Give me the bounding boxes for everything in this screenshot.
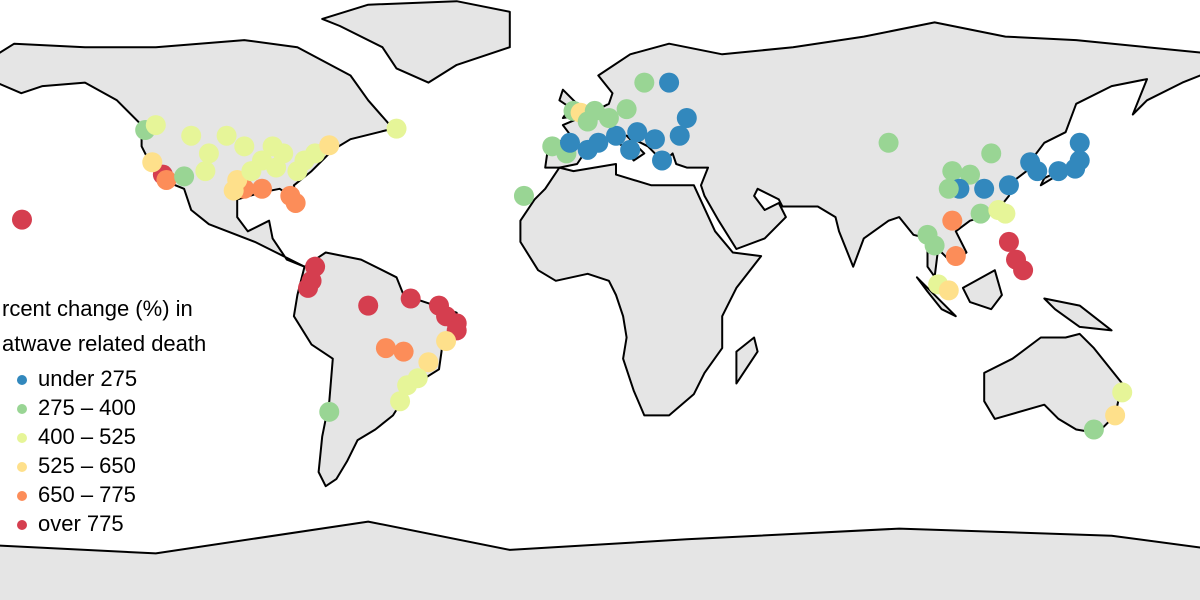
landmass <box>0 520 1200 600</box>
city-point <box>970 203 991 224</box>
city-point <box>577 111 598 132</box>
city-point <box>400 288 421 309</box>
landmass <box>519 163 763 417</box>
city-point <box>644 129 665 150</box>
legend-label: 400 – 525 <box>38 424 136 449</box>
points <box>11 72 1133 440</box>
legend-label: 275 – 400 <box>38 395 136 420</box>
city-point <box>1013 260 1034 281</box>
city-point <box>375 338 396 359</box>
city-point <box>397 375 418 396</box>
city-point <box>995 203 1016 224</box>
city-point <box>285 192 306 213</box>
city-point <box>652 150 673 171</box>
city-point <box>669 125 690 146</box>
landmass <box>321 0 511 84</box>
landmass <box>1043 297 1113 332</box>
city-point <box>252 178 272 199</box>
city-point <box>436 331 457 352</box>
city-point <box>1027 161 1048 182</box>
landmass <box>915 276 957 318</box>
city-point <box>659 72 680 93</box>
city-point <box>938 280 959 301</box>
city-point <box>938 178 959 199</box>
city-point <box>418 352 439 373</box>
legend-label: under 275 <box>38 366 137 391</box>
city-point <box>998 175 1019 196</box>
city-point <box>198 143 219 164</box>
city-point <box>1105 405 1126 426</box>
city-point <box>588 132 609 153</box>
city-point <box>960 164 980 185</box>
city-point <box>174 166 195 187</box>
city-point <box>998 231 1019 252</box>
city-point <box>393 341 414 362</box>
city-point <box>1069 150 1090 171</box>
legend-swatch <box>17 404 27 414</box>
city-point <box>942 161 963 182</box>
city-point <box>386 118 407 139</box>
city-point <box>606 125 626 146</box>
legend-label: 650 – 775 <box>38 482 136 507</box>
legend-swatch <box>17 433 27 443</box>
legend-swatch <box>17 520 27 530</box>
city-point <box>11 209 32 230</box>
city-point <box>156 169 177 190</box>
city-point <box>627 122 648 143</box>
city-point <box>298 277 319 298</box>
city-point <box>145 115 166 136</box>
city-point <box>223 180 244 201</box>
legend-swatch <box>17 375 27 385</box>
city-point <box>142 152 163 173</box>
city-point <box>241 161 262 182</box>
landmass <box>983 332 1124 435</box>
city-point <box>1083 419 1104 440</box>
legend-label: 525 – 650 <box>38 453 136 478</box>
city-point <box>1112 382 1133 403</box>
landmass <box>0 39 394 268</box>
city-point <box>216 125 237 146</box>
city-point <box>917 224 938 245</box>
city-point <box>945 246 966 267</box>
city-point <box>942 210 963 231</box>
legend-title: rcent change (%) in <box>2 296 193 321</box>
city-point <box>294 150 315 171</box>
city-point <box>878 132 899 153</box>
city-point <box>195 161 216 182</box>
legend-swatch <box>17 462 27 472</box>
city-point <box>181 125 202 146</box>
city-point <box>266 157 287 178</box>
legend: rcent change (%) in atwave related death… <box>2 296 206 536</box>
city-point <box>319 135 340 156</box>
landmass <box>735 336 759 385</box>
landmass <box>961 269 1003 311</box>
city-point <box>1048 161 1069 182</box>
city-point <box>616 99 637 120</box>
city-point <box>319 401 340 422</box>
city-point <box>542 136 563 157</box>
city-point <box>676 108 697 128</box>
city-point <box>981 143 1002 164</box>
city-point <box>634 72 655 93</box>
city-point <box>974 178 995 199</box>
legend-label: over 775 <box>38 511 124 536</box>
city-point <box>513 185 534 206</box>
city-point <box>358 295 379 316</box>
legend-title: atwave related death <box>2 331 206 356</box>
legend-swatch <box>17 491 27 501</box>
city-point <box>559 132 580 153</box>
city-point <box>620 139 641 160</box>
city-point <box>598 108 619 128</box>
city-point <box>234 136 255 157</box>
city-point <box>1069 132 1090 153</box>
city-point <box>390 391 411 412</box>
